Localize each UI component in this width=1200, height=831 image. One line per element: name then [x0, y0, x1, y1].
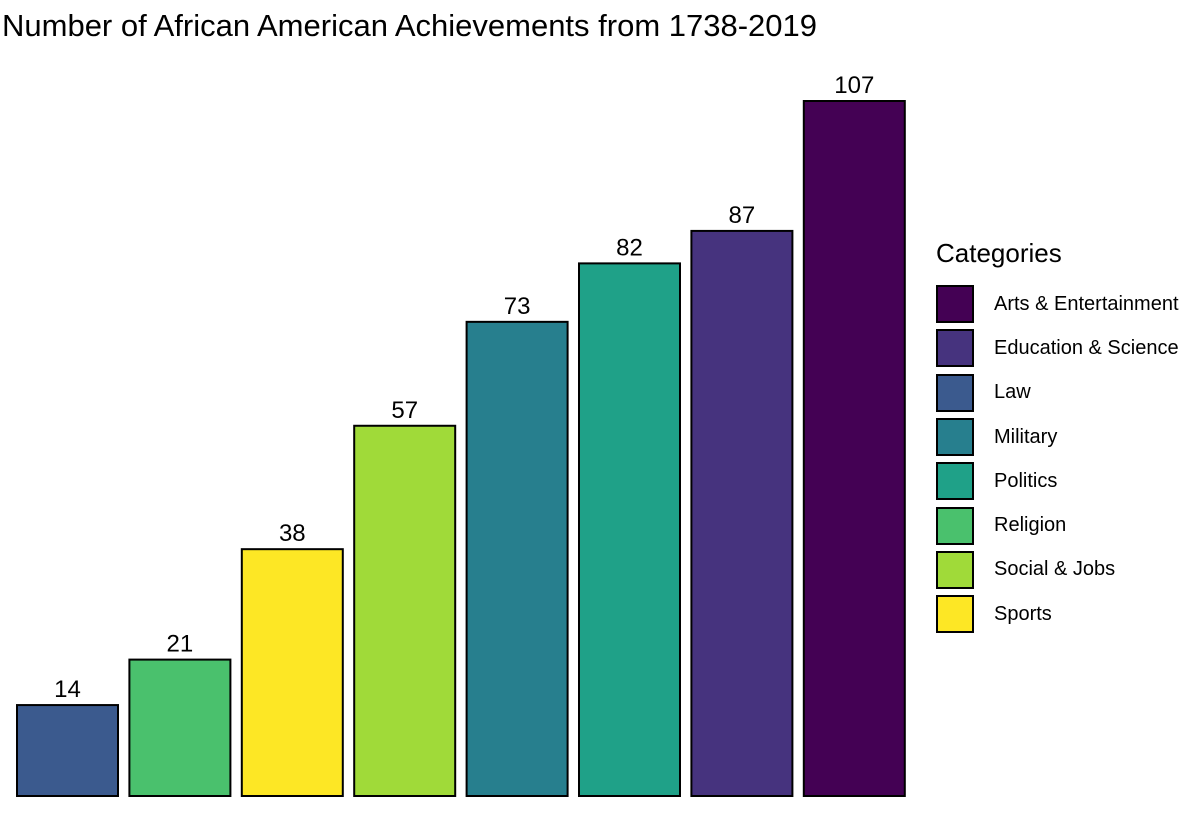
legend-swatch [936, 506, 974, 545]
legend-items: Arts & Entertainment Education & Science L… [936, 282, 1179, 636]
bar-value-label: 21 [167, 631, 194, 658]
bar-sports [240, 548, 344, 797]
legend-label: Social & Jobs [994, 558, 1116, 581]
bar-education-science [690, 229, 794, 797]
legend-item: Arts & Entertainment [936, 282, 1179, 326]
legend-item: Military [936, 415, 1179, 459]
legend-swatch [936, 418, 974, 457]
bar-religion [128, 658, 232, 798]
legend-label: Politics [994, 469, 1058, 492]
legend-label: Military [994, 425, 1058, 448]
legend-item: Education & Science [936, 326, 1179, 370]
legend-item: Social & Jobs [936, 548, 1179, 592]
bar-law [16, 704, 119, 798]
legend-label: Arts & Entertainment [994, 292, 1179, 315]
legend-label: Sports [994, 602, 1052, 625]
bar-value-label: 38 [279, 520, 306, 547]
legend-item: Politics [936, 459, 1179, 503]
legend-swatch [936, 595, 974, 634]
legend-label: Education & Science [994, 336, 1179, 359]
legend-item: Sports [936, 592, 1179, 636]
bar-arts-entertainment [802, 100, 906, 797]
bar-politics [578, 262, 681, 797]
legend-swatch [936, 373, 974, 412]
bar-value-label: 87 [729, 202, 756, 229]
bar-value-label: 57 [391, 397, 418, 424]
legend-swatch [936, 462, 974, 501]
bar-value-label: 14 [54, 676, 81, 703]
legend-swatch [936, 550, 974, 589]
legend-label: Religion [994, 514, 1067, 537]
bar-chart-plot: 14 21 38 57 73 82 87 107 [16, 72, 906, 798]
legend-swatch [936, 285, 974, 324]
bar-military [465, 320, 569, 797]
bar-social-jobs [353, 424, 457, 797]
legend-item: Religion [936, 503, 1179, 547]
bar-value-label: 107 [834, 72, 874, 99]
legend-label: Law [994, 381, 1031, 404]
legend: Categories Arts & Entertainment Education… [936, 238, 1179, 636]
bar-value-label: 73 [504, 293, 531, 320]
bar-value-label: 82 [616, 234, 643, 261]
legend-item: Law [936, 371, 1179, 415]
chart-title: Number of African American Achievements … [2, 8, 818, 43]
legend-swatch [936, 329, 974, 368]
legend-title: Categories [936, 238, 1062, 268]
